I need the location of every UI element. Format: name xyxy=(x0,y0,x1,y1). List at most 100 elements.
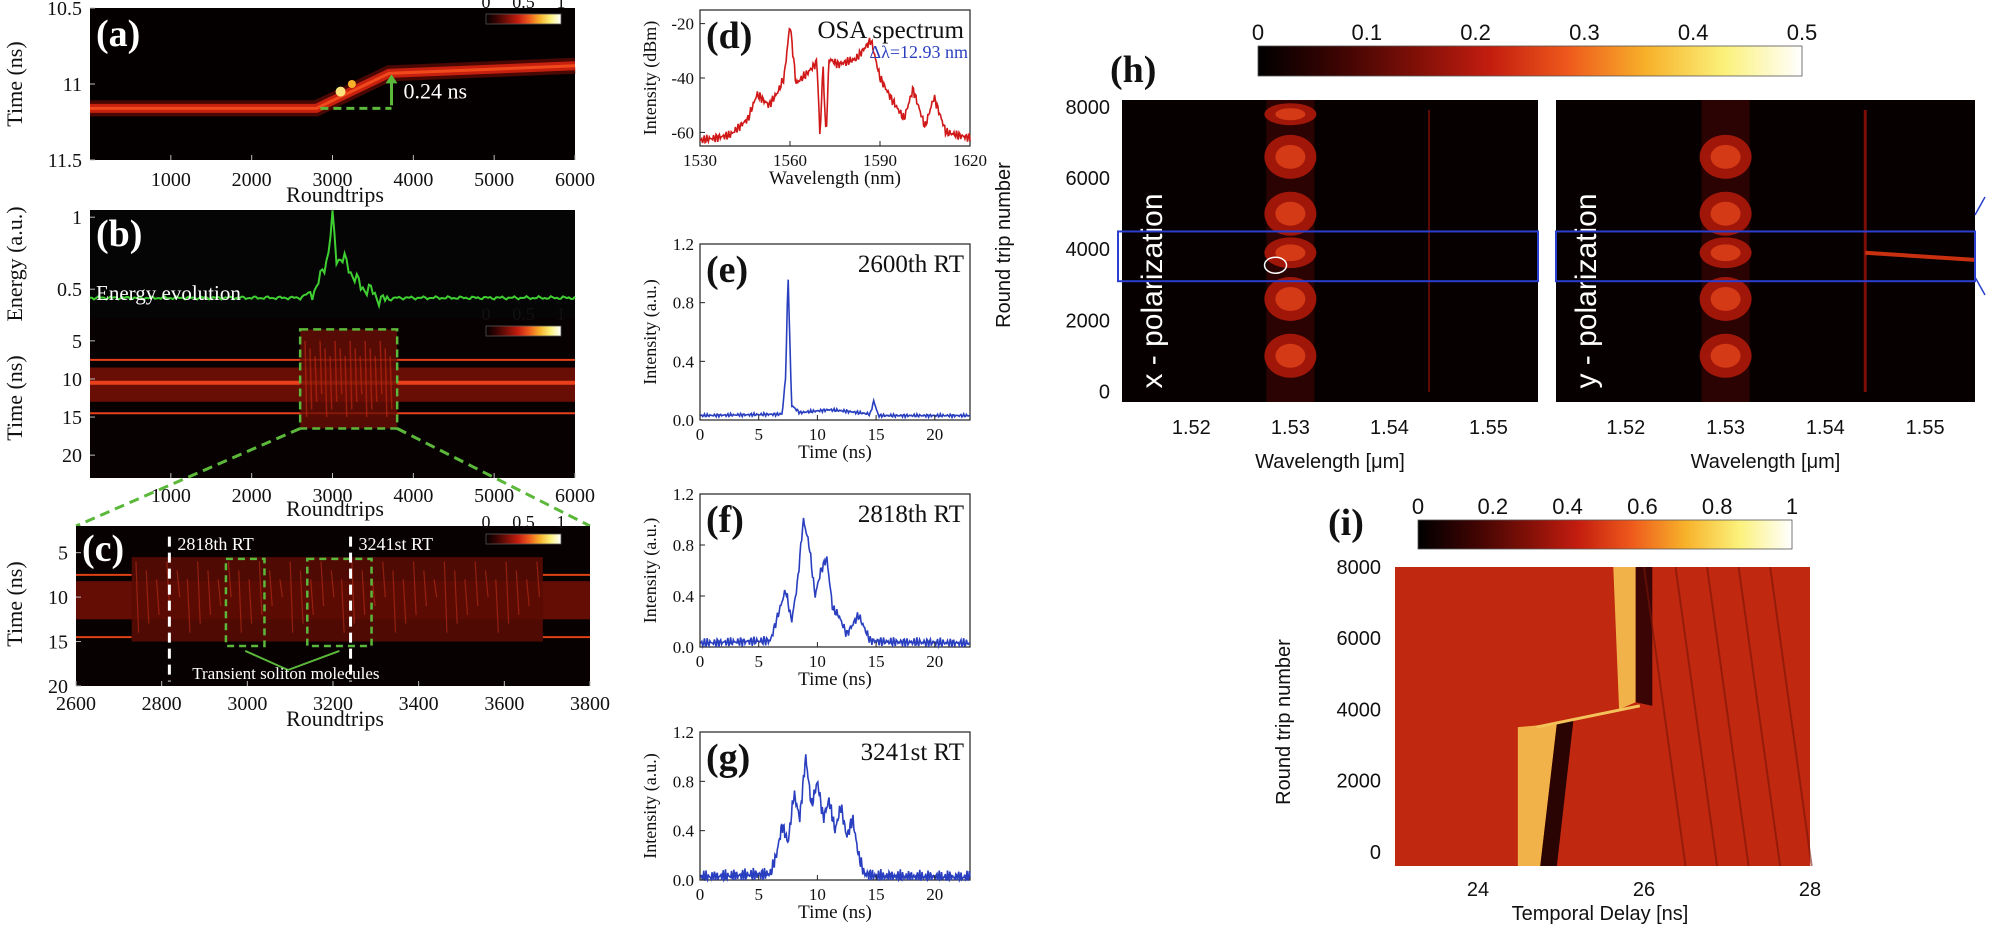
transient-streak xyxy=(319,340,323,395)
transient-streak xyxy=(384,348,388,418)
rt-marker-label: 2818th RT xyxy=(177,534,253,554)
colorbar-tick-label: 0 xyxy=(482,304,491,324)
x-tick-label: 20 xyxy=(926,425,943,444)
y-tick-label: 0 xyxy=(1370,842,1381,864)
colorbar-tick-label: 0.3 xyxy=(1569,20,1600,45)
pulse-track xyxy=(1613,567,1636,710)
y-tick-label: 4000 xyxy=(1337,699,1382,721)
transient-streak xyxy=(392,570,397,633)
y-tick-label: 0.8 xyxy=(673,536,694,555)
x-tick-label: 4000 xyxy=(393,485,433,507)
polarization-label: y - polarization xyxy=(1570,193,1603,388)
x-tick-label: 1.55 xyxy=(1469,417,1508,439)
x-tick-label: 15 xyxy=(868,652,885,671)
y-tick-label: 20 xyxy=(48,676,68,698)
x-tick-label: 1.54 xyxy=(1370,417,1409,439)
x-tick-label: 3600 xyxy=(484,693,524,715)
transient-streak xyxy=(269,570,273,607)
colorbar-tick-label: 1 xyxy=(557,512,566,532)
transient-streak xyxy=(330,570,335,598)
plot-area xyxy=(1122,100,1538,402)
plot-area xyxy=(1556,100,1975,402)
series-label: Energy evolution xyxy=(96,281,241,305)
y-tick-label: 2000 xyxy=(1066,310,1111,332)
spectral-blob-core xyxy=(1275,108,1306,121)
x-axis-title: Wavelength [μm] xyxy=(1691,451,1841,473)
series-line xyxy=(699,279,971,420)
transient-streak xyxy=(371,579,376,607)
x-axis-title: Roundtrips xyxy=(286,706,384,731)
y-axis-title: Intensity (dBm) xyxy=(640,21,661,136)
spectral-blob-core xyxy=(1710,343,1741,368)
x-tick-label: 0 xyxy=(696,885,705,904)
colorbar: 0 0.5 1 xyxy=(482,304,566,337)
transient-streak xyxy=(382,561,386,598)
pulse-track xyxy=(1517,723,1557,866)
soliton-trace xyxy=(1865,250,1976,262)
transient-streak xyxy=(227,561,232,598)
transient-streak xyxy=(515,570,520,615)
panel-label: (i) xyxy=(1328,502,1364,544)
panel-label: (e) xyxy=(706,249,748,291)
x-tick-label: 24 xyxy=(1467,879,1489,901)
transient-streak xyxy=(207,570,212,615)
x-tick-label: 5 xyxy=(754,885,763,904)
transient-streak xyxy=(314,356,318,402)
x-axis-title: Time (ns) xyxy=(798,669,872,690)
panel-g: 0 5 10 15 20 0.0 0.4 0.8 1.2 Time (ns) Intensity (… xyxy=(640,723,971,923)
transient-streak xyxy=(443,561,448,633)
panel-b-heatmap: 1000 2000 3000 4000 5000 6000 5 10 15 20 Roundtrip… xyxy=(2,318,595,528)
panel-label: (b) xyxy=(96,213,142,255)
x-axis-title: Temporal Delay [ns] xyxy=(1512,903,1689,925)
x-tick-label: 10 xyxy=(809,425,826,444)
plot-frame xyxy=(699,493,971,648)
transient-streak xyxy=(379,340,383,395)
x-tick-label: 3000 xyxy=(313,169,353,191)
y-tick-label: 1.2 xyxy=(673,723,694,742)
transient-streak xyxy=(339,348,343,395)
colorbar-tick-label: 0.5 xyxy=(512,512,535,532)
transition-streak xyxy=(1535,704,1641,729)
series-line xyxy=(699,754,971,884)
x-tick-label: 20 xyxy=(926,652,943,671)
colorbar-tick-label: 1 xyxy=(557,304,566,324)
y-axis-title: Intensity (a.u.) xyxy=(640,518,661,623)
x-tick-label: 5 xyxy=(754,652,763,671)
molecule-box xyxy=(224,557,266,648)
series-line xyxy=(699,517,971,650)
plot-area xyxy=(90,8,575,160)
highlight-band xyxy=(1117,230,1539,283)
transient-streak xyxy=(369,348,373,410)
transient-streak xyxy=(309,348,313,410)
transient-streak xyxy=(359,356,363,395)
trace-core xyxy=(90,64,576,110)
panel-title: 2600th RT xyxy=(858,251,964,278)
x-tick-label: 3000 xyxy=(313,485,353,507)
x-tick-label: 1000 xyxy=(151,169,191,191)
transient-streak xyxy=(412,561,417,615)
panel-title: 3241st RT xyxy=(861,739,964,766)
y-tick-label: -40 xyxy=(671,69,694,88)
transient-streak xyxy=(155,579,160,615)
x-tick-label: 10 xyxy=(809,885,826,904)
colorbar-tick-label: 1 xyxy=(557,0,566,12)
transient-streak xyxy=(361,570,366,615)
y-tick-label: 0.4 xyxy=(673,822,695,841)
transient-region xyxy=(131,557,543,642)
colorbar-tick-label: 0.5 xyxy=(1787,20,1818,45)
transient-streak xyxy=(536,561,541,598)
x-axis-title: Wavelength [μm] xyxy=(1255,451,1405,473)
x-tick-label: 1000 xyxy=(151,485,191,507)
transient-streak xyxy=(354,348,358,402)
x-tick-label: 3200 xyxy=(313,693,353,715)
colorbar-tick-label: 0 xyxy=(1252,20,1264,45)
colorbar-tick-label: 0.6 xyxy=(1627,494,1658,519)
transient-streak xyxy=(145,570,150,624)
colorbar-tick-label: 1 xyxy=(1786,494,1798,519)
transient-streak xyxy=(324,348,328,418)
x-tick-label: 26 xyxy=(1633,879,1655,901)
x-axis-title: Wavelength (nm) xyxy=(769,168,901,189)
x-tick-label: 1590 xyxy=(863,151,897,170)
x-tick-label: 2600 xyxy=(56,693,96,715)
